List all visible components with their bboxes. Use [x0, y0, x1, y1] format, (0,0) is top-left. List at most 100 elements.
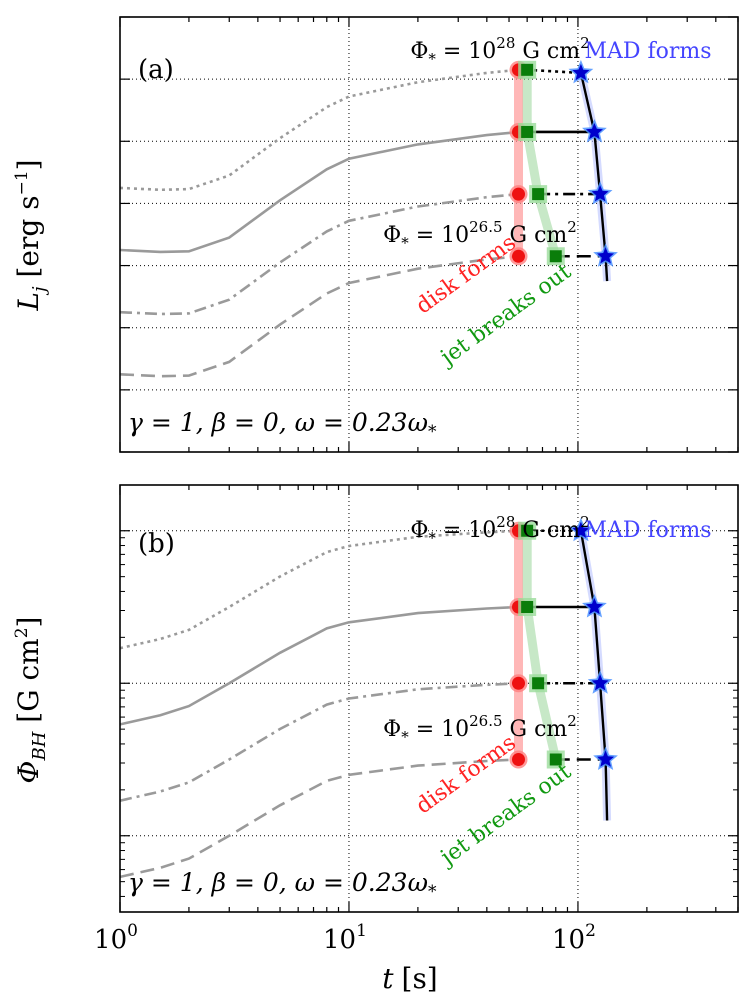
x-tick-label: 102 — [552, 921, 596, 955]
panel-label: (b) — [138, 529, 175, 559]
mad-label: MAD forms — [584, 39, 711, 64]
series-line-dotted — [120, 68, 519, 192]
grid — [120, 17, 738, 452]
mad-marker — [585, 123, 603, 140]
mad-marker — [597, 247, 615, 264]
text-span: −1 — [12, 170, 32, 195]
text-span: Φ — [12, 761, 45, 784]
annotation-bottom: Φ* = 1026.5 G cm2 — [383, 218, 577, 252]
jet-marker — [532, 677, 545, 690]
ticks — [119, 485, 739, 912]
text-span: * — [428, 422, 437, 442]
text-span: = 10 — [409, 223, 469, 248]
text-span: γ = 1, β = 0, ω = 0.23ω — [128, 408, 428, 437]
text-span: ] — [12, 617, 45, 628]
mad-marker — [572, 63, 590, 81]
text-span: 2 — [567, 218, 577, 236]
text-span: 28 — [496, 34, 515, 52]
annotation-top: Φ* = 1028 G cm2 — [410, 513, 589, 547]
jet-marker — [521, 125, 534, 138]
series-line-solid — [120, 130, 519, 254]
text-span: 28 — [496, 513, 515, 531]
text-span: = 10 — [436, 39, 496, 64]
jet-marker — [521, 63, 534, 76]
text-span: 2 — [580, 513, 590, 531]
y-axis-label: ΦBH [G cm2] — [12, 617, 50, 784]
params-label: γ = 1, β = 0, ω = 0.23ω* — [128, 408, 437, 442]
text-span: * — [428, 529, 436, 547]
text-span: * — [428, 882, 437, 902]
text-span: 10 — [552, 925, 585, 955]
text-span: G cm — [515, 39, 580, 64]
text-span: 26.5 — [469, 218, 502, 236]
text-span: 10 — [323, 925, 356, 955]
annotation-top: Φ* = 1028 G cm2 — [410, 34, 589, 68]
mad-marker — [585, 598, 603, 615]
jet-band — [522, 530, 561, 761]
x-tick-label: 100 — [94, 921, 138, 955]
text-span: 0 — [127, 921, 138, 941]
disk-marker — [512, 187, 526, 201]
series-line-dotted — [120, 529, 519, 650]
mad-marker — [591, 674, 609, 691]
mad-marker — [591, 185, 609, 202]
text-span: * — [428, 50, 436, 68]
text-span: [erg s — [12, 195, 45, 286]
plot-area — [120, 59, 618, 378]
axes-frame — [119, 484, 739, 913]
jet-marker — [521, 524, 534, 537]
text-span: = 10 — [436, 518, 496, 543]
text-span: 10 — [94, 925, 127, 955]
x-axis-tick-labels: 100 101 102 — [94, 921, 596, 955]
text-span: 26.5 — [469, 712, 502, 730]
panel-label: (a) — [138, 55, 174, 85]
text-span: * — [401, 728, 409, 746]
text-span: Φ — [410, 518, 428, 543]
text-span: j — [29, 286, 50, 296]
text-span: G cm — [503, 223, 568, 248]
disk-marker — [512, 249, 526, 263]
mad-marker — [572, 521, 590, 538]
disk-marker — [512, 676, 526, 690]
text-span: [G cm — [12, 638, 45, 731]
jet-marker — [521, 601, 534, 613]
series-line-dashed — [120, 255, 519, 378]
text-span: L — [12, 292, 45, 312]
x-tick-label: 101 — [323, 921, 367, 955]
y-axis-label: Lj [erg s−1] — [12, 159, 50, 311]
text-span: Φ — [410, 39, 428, 64]
text-span: * — [401, 234, 409, 252]
axes-frame — [119, 16, 739, 453]
text-span: G cm — [503, 717, 568, 742]
series-line-solid — [120, 605, 519, 726]
jet-marker — [549, 250, 562, 263]
text-span: 2 — [585, 921, 596, 941]
jet-band — [522, 69, 561, 258]
text-span: 2 — [580, 34, 590, 52]
annotation-bottom: Φ* = 1026.5 G cm2 — [383, 712, 577, 746]
text-span: BH — [29, 731, 50, 761]
text-span: 1 — [356, 921, 367, 941]
text-span: G cm — [515, 518, 580, 543]
text-span: Φ — [383, 223, 401, 248]
text-span: 2 — [567, 712, 577, 730]
text-span: 2 — [12, 627, 32, 638]
mad-marker — [597, 750, 615, 767]
text-span: = 10 — [409, 717, 469, 742]
text-span: γ = 1, β = 0, ω = 0.23ω — [128, 868, 428, 897]
ticks — [119, 16, 739, 453]
series-line-dashdot — [120, 192, 519, 316]
text-span: Φ — [383, 717, 401, 742]
plot-area — [120, 517, 618, 879]
x-axis-label: t [s] — [382, 962, 437, 995]
disk-marker — [512, 753, 526, 766]
mad-label: MAD forms — [584, 518, 711, 543]
series-line-dashdot — [120, 682, 519, 802]
mad-band — [576, 530, 612, 821]
params-label: γ = 1, β = 0, ω = 0.23ω* — [128, 868, 437, 902]
text-span: ] — [12, 159, 45, 170]
jet-marker — [549, 753, 562, 766]
